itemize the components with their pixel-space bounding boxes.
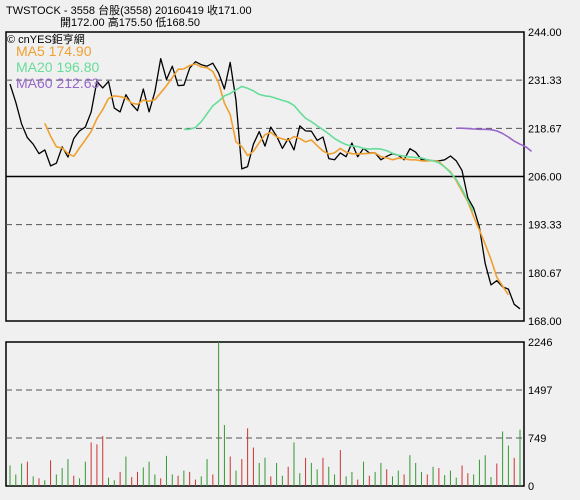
price-tick-label-4: 193.33	[528, 220, 562, 232]
legend-ma5: MA5 174.90	[16, 43, 92, 59]
price-tick-label-1: 231.33	[528, 75, 562, 87]
volume-tick-label-0: 2246	[528, 337, 552, 349]
volume-tick-label-3: 0	[528, 481, 534, 493]
price-tick-label-5: 180.67	[528, 268, 562, 280]
price-tick-label-3: 206.00	[528, 172, 562, 184]
volume-tick-label-1: 1497	[528, 385, 552, 397]
source-label: © cnYES鉅亨網	[7, 34, 85, 46]
header-line2: 開172.00 高175.50 低168.50	[60, 17, 201, 29]
volume-tick-label-2: 749	[528, 433, 546, 445]
ma20-line	[183, 85, 475, 212]
price-tick-label-2: 218.67	[528, 123, 562, 135]
legend-ma20: MA20 196.80	[16, 59, 100, 75]
legend-ma60: MA60 212.63	[16, 75, 100, 91]
header-line1: TWSTOCK - 3558 台股(3558) 20160419 收171.00	[6, 5, 252, 17]
ma60-line	[456, 127, 533, 153]
price-tick-label-0: 244.00	[528, 27, 562, 39]
price-tick-label-6: 168.00	[528, 316, 562, 328]
